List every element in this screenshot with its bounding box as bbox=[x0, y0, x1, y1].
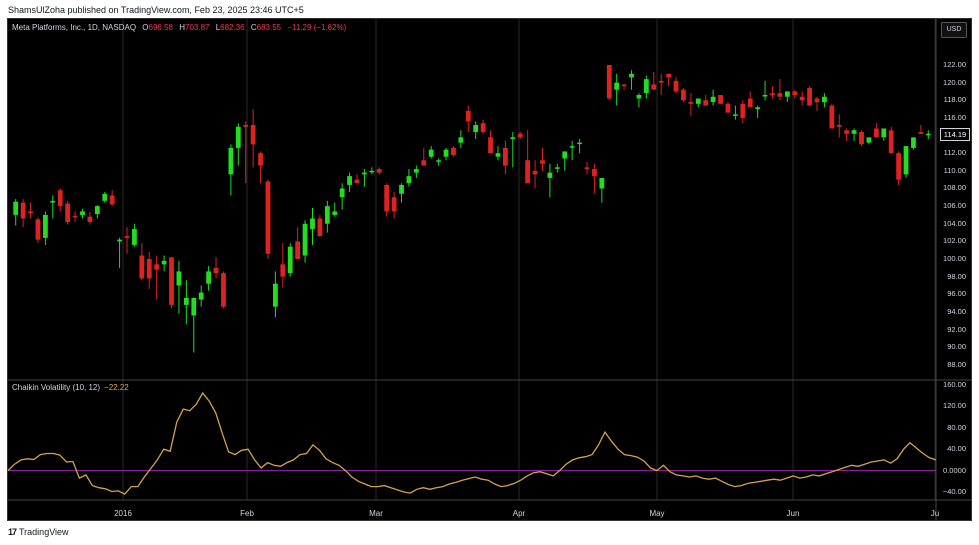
symbol-title[interactable]: Meta Platforms, Inc., 1D, NASDAQ bbox=[12, 23, 137, 32]
time-tick: Feb bbox=[240, 509, 254, 518]
indicator-tick: 40.00 bbox=[947, 444, 966, 454]
tradingview-logo-icon: 17 bbox=[8, 527, 17, 537]
time-tick: 2016 bbox=[114, 509, 132, 518]
indicator-title: Chaikin Volatility (10, 12) bbox=[12, 383, 101, 392]
high-value: 703.87 bbox=[185, 23, 210, 32]
time-tick: Jun bbox=[786, 509, 800, 518]
change-value: −11.29 (−1.62%) bbox=[287, 23, 347, 32]
indicator-tick: −40.00 bbox=[942, 487, 966, 496]
price-tick: 120.00 bbox=[943, 77, 966, 87]
currency-button[interactable]: USD bbox=[941, 22, 967, 38]
price-tick: 122.00 bbox=[943, 60, 966, 69]
indicator-tick: 160.00 bbox=[943, 380, 966, 389]
last-price-tag: 114.19 bbox=[940, 127, 970, 141]
price-tick: 90.00 bbox=[947, 342, 966, 352]
price-tick: 100.00 bbox=[943, 254, 966, 264]
symbol-legend: Meta Platforms, Inc., 1D, NASDAQ O696.58… bbox=[12, 23, 347, 32]
price-tick: 96.00 bbox=[947, 289, 966, 299]
indicator-legend[interactable]: Chaikin Volatility (10, 12) −22.22 bbox=[12, 383, 129, 392]
time-tick: Apr bbox=[512, 509, 526, 518]
price-tick: 112.00 bbox=[943, 148, 966, 158]
indicator-value: −22.22 bbox=[104, 383, 129, 392]
price-tick: 88.00 bbox=[947, 359, 966, 369]
price-tick: 92.00 bbox=[947, 324, 966, 334]
price-tick: 110.00 bbox=[943, 165, 966, 175]
price-tick: 106.00 bbox=[943, 201, 966, 211]
time-tick: May bbox=[649, 509, 665, 518]
price-tick: 94.00 bbox=[947, 306, 966, 316]
price-tick: 98.00 bbox=[947, 271, 966, 281]
price-tick: 118.00 bbox=[943, 95, 966, 105]
price-tick: 102.00 bbox=[943, 236, 966, 246]
time-tick: Ju bbox=[930, 509, 940, 518]
close-value: 683.55 bbox=[256, 23, 282, 32]
indicator-tick: 80.00 bbox=[947, 422, 966, 432]
indicator-tick: 0.0000 bbox=[943, 465, 966, 475]
brand-name: TradingView bbox=[19, 527, 69, 537]
indicator-tick: 120.00 bbox=[943, 401, 966, 411]
low-value: 682.36 bbox=[220, 23, 245, 32]
open-value: 696.58 bbox=[148, 23, 173, 32]
price-tick: 104.00 bbox=[943, 218, 966, 228]
price-tick: 108.00 bbox=[943, 183, 966, 193]
price-tick: 116.00 bbox=[943, 112, 966, 122]
time-tick: Mar bbox=[369, 509, 383, 518]
footer-brand[interactable]: 17 TradingView bbox=[8, 527, 69, 537]
publisher-line: ShamsUlZoha published on TradingView.com… bbox=[8, 5, 304, 15]
